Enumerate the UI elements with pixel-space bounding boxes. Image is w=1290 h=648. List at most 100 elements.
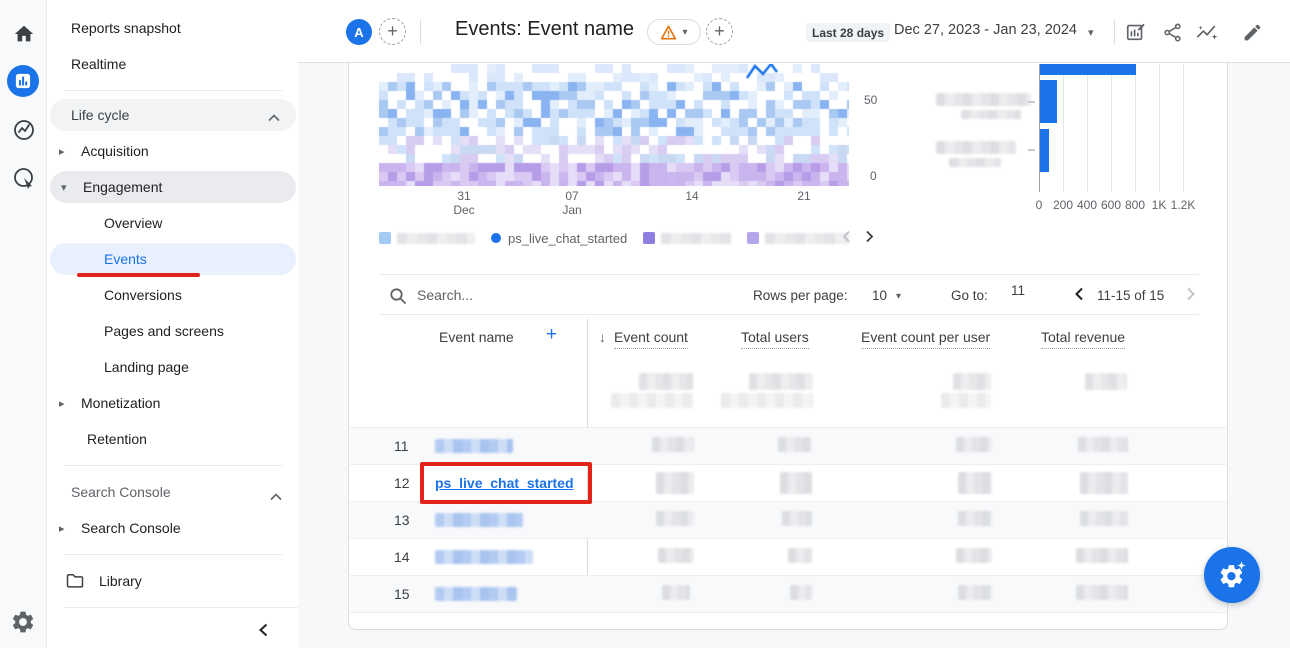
- caret-right-icon: ▸: [59, 145, 65, 158]
- row-number: 11: [394, 438, 409, 454]
- totals-value-redacted: [749, 373, 813, 390]
- column-header-total-users[interactable]: Total users: [741, 329, 809, 349]
- legend-prev-icon[interactable]: [837, 227, 855, 245]
- sidebar-section-life-cycle[interactable]: Life cycle: [50, 99, 296, 131]
- x-axis-tick: 14: [685, 189, 699, 203]
- y-axis-tick: 50: [864, 93, 878, 107]
- legend-swatch[interactable]: [643, 232, 656, 244]
- sidebar-section-search-console[interactable]: Search Console: [48, 474, 298, 510]
- reports-icon[interactable]: [7, 65, 39, 97]
- folder-icon: [66, 574, 84, 588]
- table-row[interactable]: 11: [350, 427, 1226, 464]
- sidebar-item-acquisition[interactable]: ▸ Acquisition: [48, 133, 298, 169]
- chevron-up-icon[interactable]: [268, 109, 280, 125]
- sidebar-item-events[interactable]: Events: [50, 243, 296, 277]
- legend-label-redacted: [661, 232, 732, 244]
- date-range-chip: Last 28 days: [806, 23, 891, 42]
- bar-chart: 0 200 400 600 800 1K 1.2K: [1036, 64, 1195, 212]
- table-row[interactable]: 15: [350, 575, 1226, 612]
- sort-descending-icon[interactable]: ↓: [599, 329, 606, 345]
- totals-subtext-redacted: [611, 393, 693, 408]
- bar-axis: [1039, 64, 1040, 192]
- legend-swatch[interactable]: [379, 232, 391, 244]
- collapse-sidebar-icon[interactable]: [256, 622, 276, 642]
- add-filter-button[interactable]: +: [706, 18, 733, 45]
- customize-report-icon[interactable]: [1124, 20, 1148, 44]
- goto-page-input[interactable]: [1001, 283, 1035, 298]
- sidebar-item-engagement[interactable]: ▾ Engagement: [50, 171, 296, 203]
- legend-label-redacted: [397, 232, 475, 244]
- sidebar-item-pages-and-screens[interactable]: Pages and screens: [48, 313, 298, 349]
- sidebar-item-monetization[interactable]: ▸ Monetization: [48, 385, 298, 421]
- sidebar-item-label: Acquisition: [81, 143, 149, 159]
- bar-segment[interactable]: [1040, 129, 1049, 172]
- totals-value-redacted: [1085, 373, 1127, 390]
- table-search-input[interactable]: [417, 282, 617, 308]
- data-quality-button[interactable]: ▾: [647, 19, 701, 45]
- totals-subtext-redacted: [941, 393, 991, 408]
- totals-value-redacted: [953, 373, 991, 390]
- account-avatar[interactable]: A: [346, 19, 372, 45]
- sidebar-item-search-console[interactable]: ▸ Search Console: [48, 510, 298, 546]
- bar-x-tick: 800: [1124, 198, 1146, 212]
- home-icon[interactable]: [11, 21, 37, 47]
- nav-rail: [0, 0, 47, 648]
- sidebar-divider: [64, 465, 282, 466]
- bar-x-tick: 200: [1052, 198, 1074, 212]
- legend-label[interactable]: ps_live_chat_started: [508, 230, 628, 246]
- sidebar-item-realtime[interactable]: Realtime: [48, 46, 298, 82]
- previous-page-icon[interactable]: [1069, 284, 1089, 304]
- column-header-event-count[interactable]: Event count: [614, 329, 688, 349]
- bar-segment[interactable]: [1040, 64, 1136, 75]
- bar-x-tick: 400: [1076, 198, 1098, 212]
- sidebar-divider: [64, 607, 298, 608]
- rows-per-page-select[interactable]: 10: [872, 288, 888, 303]
- edit-icon[interactable]: [1240, 20, 1264, 44]
- sidebar-item-label: Monetization: [81, 395, 161, 411]
- legend-next-icon[interactable]: [860, 227, 878, 245]
- legend-label-redacted: [765, 232, 850, 244]
- sidebar-item-reports-snapshot[interactable]: Reports snapshot: [48, 10, 298, 46]
- sidebar-item-conversions[interactable]: Conversions: [48, 277, 298, 313]
- bar-x-tick: 600: [1100, 198, 1122, 212]
- add-column-icon[interactable]: +: [546, 324, 558, 345]
- sidebar-item-label: Search Console: [81, 520, 181, 536]
- report-header-bar: A + Events: Event name ▾ + Last 28 days …: [298, 0, 1290, 63]
- advertising-icon[interactable]: [11, 165, 37, 191]
- bar-segment[interactable]: [1040, 80, 1057, 123]
- customize-report-fab[interactable]: [1204, 547, 1260, 603]
- column-header-event-name[interactable]: Event name: [439, 329, 514, 345]
- admin-settings-icon[interactable]: [10, 609, 37, 636]
- bar-category-label-redacted: [949, 158, 1001, 167]
- bar-x-tick: 1K: [1151, 198, 1167, 212]
- next-page-icon[interactable]: [1181, 284, 1201, 304]
- sidebar-item-landing-page[interactable]: Landing page: [48, 349, 298, 385]
- caret-down-icon[interactable]: ▾: [1088, 27, 1094, 39]
- sidebar-item-label: Reports snapshot: [71, 20, 181, 36]
- report-nav-sidebar: Reports snapshot Realtime Life cycle ▸ A…: [48, 0, 298, 648]
- caret-down-icon[interactable]: ▾: [896, 291, 902, 302]
- sidebar-item-label: Events: [104, 251, 147, 267]
- table-row[interactable]: 14: [350, 538, 1226, 575]
- table-row[interactable]: 13: [350, 501, 1226, 538]
- sidebar-item-overview[interactable]: Overview: [48, 205, 298, 241]
- explore-icon[interactable]: [11, 117, 37, 143]
- sidebar-item-library[interactable]: Library: [48, 563, 298, 599]
- legend-swatch[interactable]: [747, 232, 760, 244]
- chevron-up-icon[interactable]: [270, 488, 282, 504]
- date-range-selector[interactable]: Dec 27, 2023 - Jan 23, 2024: [894, 22, 1077, 38]
- share-icon[interactable]: [1160, 20, 1184, 44]
- sidebar-item-retention[interactable]: Retention: [48, 421, 298, 457]
- table-row-highlighted[interactable]: 12 ps_live_chat_started: [350, 464, 1226, 501]
- header-divider: [420, 20, 421, 44]
- legend-dot-highlighted[interactable]: [491, 233, 501, 243]
- sidebar-item-label: Landing page: [104, 359, 189, 375]
- column-header-event-count-per-user[interactable]: Event count per user: [861, 329, 991, 349]
- x-axis-tick: 07 Jan: [562, 189, 582, 217]
- table-bottom-border: [350, 612, 1226, 613]
- event-link-ps-live-chat-started[interactable]: ps_live_chat_started: [435, 475, 574, 491]
- column-header-total-revenue[interactable]: Total revenue: [1041, 329, 1126, 349]
- section-label: Search Console: [71, 484, 171, 500]
- add-comparison-button[interactable]: +: [379, 18, 406, 45]
- insights-icon[interactable]: [1196, 20, 1220, 44]
